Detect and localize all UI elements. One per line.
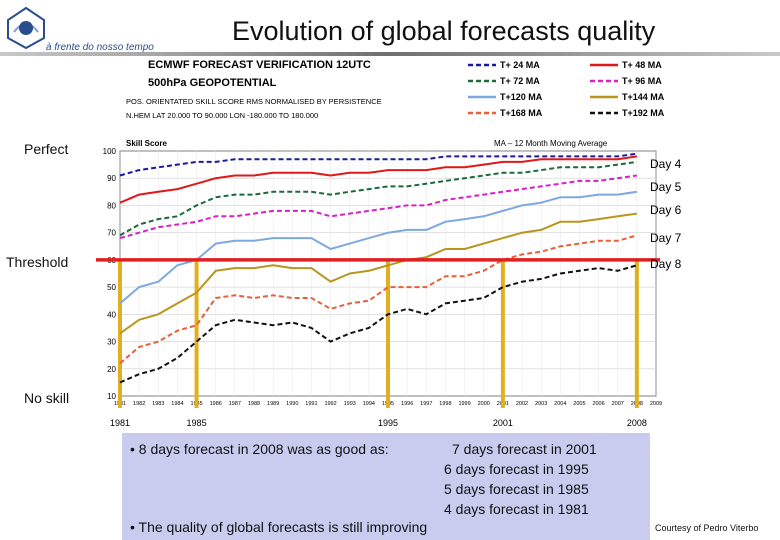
legend-label: T+ 96 MA — [622, 76, 662, 86]
highlight-year-label: 1985 — [187, 418, 207, 428]
summary-box — [122, 433, 650, 540]
legend-label: T+168 MA — [500, 108, 543, 118]
y-tick-label: 80 — [107, 201, 116, 210]
highlight-year-label: 2001 — [493, 418, 513, 428]
x-tick-label: 1982 — [133, 401, 145, 407]
x-tick-label: 1992 — [324, 401, 336, 407]
x-tick-label: 2006 — [592, 401, 604, 407]
credit-text: Courtesy of Pedro Viterbo — [655, 523, 759, 533]
y-tick-label: 20 — [107, 365, 116, 374]
summary-line-1: • 8 days forecast in 2008 was as good as… — [130, 441, 389, 457]
y-tick-label: 100 — [103, 147, 117, 156]
summary-line-4: 4 days forecast in 1981 — [444, 501, 589, 517]
x-tick-label: 1998 — [439, 401, 451, 407]
legend-label: T+120 MA — [500, 92, 543, 102]
summary-line-1-tail: 7 days forecast in 2001 — [452, 441, 597, 457]
x-tick-label: 1991 — [305, 401, 317, 407]
x-tick-label: 2003 — [535, 401, 547, 407]
chart-subtitle-line-1: POS. ORIENTATED SKILL SCORE RMS NORMALIS… — [126, 97, 382, 106]
highlight-year-label: 1981 — [110, 418, 130, 428]
x-tick-label: 1983 — [152, 401, 164, 407]
day-label: Day 5 — [650, 180, 682, 194]
summary-line-5: • The quality of global forecasts is sti… — [130, 519, 428, 535]
no-skill-label: No skill — [24, 390, 70, 406]
x-tick-label: 1984 — [171, 401, 183, 407]
day-labels: Day 4 Day 5 Day 6 Day 7 Day 8 — [650, 157, 682, 271]
x-tick-label: 2009 — [650, 401, 662, 407]
x-tick-label: 2004 — [554, 401, 566, 407]
chart-title-line-1: ECMWF FORECAST VERIFICATION 12UTC — [148, 59, 371, 71]
day-label: Day 8 — [650, 257, 682, 271]
day-label: Day 4 — [650, 157, 682, 171]
x-tick-label: 1986 — [210, 401, 222, 407]
x-tick-label: 1996 — [401, 401, 413, 407]
logo-tagline: à frente do nosso tempo — [46, 42, 154, 53]
chart-title-line-2: 500hPa GEOPOTENTIAL — [148, 77, 277, 89]
day-label: Day 6 — [650, 203, 682, 217]
summary-line-3: 5 days forecast in 1985 — [444, 481, 589, 497]
x-tick-label: 1997 — [420, 401, 432, 407]
legend-label: T+ 48 MA — [622, 60, 662, 70]
x-tick-label: 1993 — [344, 401, 356, 407]
chart-legend: T+ 24 MA T+ 48 MA T+ 72 MA T+ 96 MA T+120 MA… — [468, 60, 665, 118]
y-tick-label: 50 — [107, 283, 116, 292]
chart-header: ECMWF FORECAST VERIFICATION 12UTC 500hPa… — [126, 59, 608, 148]
x-tick-label: 1988 — [248, 401, 260, 407]
series-line-t-96-ma — [119, 174, 638, 240]
series-line-t-144-ma — [119, 212, 638, 335]
highlight-year-label: 2008 — [627, 418, 647, 428]
legend-label: T+ 72 MA — [500, 76, 540, 86]
series-line-t-192-ma — [119, 264, 638, 384]
y-tick-label: 90 — [107, 174, 116, 183]
series-line-t-120-ma — [119, 190, 638, 305]
y-tick-label: 30 — [107, 338, 116, 347]
y-tick-label: 70 — [107, 229, 116, 238]
series-line-t-24-ma — [119, 152, 638, 177]
legend-label: T+192 MA — [622, 108, 665, 118]
day-label: Day 7 — [650, 231, 682, 245]
chart-subtitle-line-2: N.HEM LAT 20.000 TO 90.000 LON -180.000 … — [126, 111, 318, 120]
x-tick-label: 1987 — [229, 401, 241, 407]
summary-line-2: 6 days forecast in 1995 — [444, 461, 589, 477]
moving-average-note: MA – 12 Month Moving Average — [494, 139, 608, 148]
x-tick-label: 1994 — [363, 401, 375, 407]
legend-label: T+ 24 MA — [500, 60, 540, 70]
skill-score-chart: ECMWF FORECAST VERIFICATION 12UTC 500hPa… — [96, 59, 682, 428]
x-tick-label: 2005 — [573, 401, 585, 407]
series-line-t-48-ma — [119, 155, 638, 204]
ipma-logo-icon — [7, 6, 45, 50]
y-tick-label: 40 — [107, 310, 116, 319]
legend-label: T+144 MA — [622, 92, 665, 102]
header-divider — [0, 52, 780, 56]
y-axis-title: Skill Score — [126, 139, 167, 148]
threshold-label: Threshold — [6, 254, 69, 270]
series-line-t-168-ma — [119, 234, 638, 365]
perfect-label: Perfect — [24, 141, 69, 157]
x-tick-label: 2002 — [516, 401, 528, 407]
series-line-t-72-ma — [119, 160, 638, 237]
x-tick-label: 2007 — [612, 401, 624, 407]
x-tick-label: 2000 — [478, 401, 490, 407]
plot-area: 1009080706050403020101981198219831984198… — [96, 147, 662, 428]
page-title: Evolution of global forecasts quality — [232, 16, 656, 46]
x-tick-label: 1990 — [286, 401, 298, 407]
highlight-year-label: 1995 — [378, 418, 398, 428]
y-tick-label: 10 — [107, 392, 116, 401]
x-tick-label: 1989 — [267, 401, 279, 407]
x-tick-label: 1999 — [458, 401, 470, 407]
